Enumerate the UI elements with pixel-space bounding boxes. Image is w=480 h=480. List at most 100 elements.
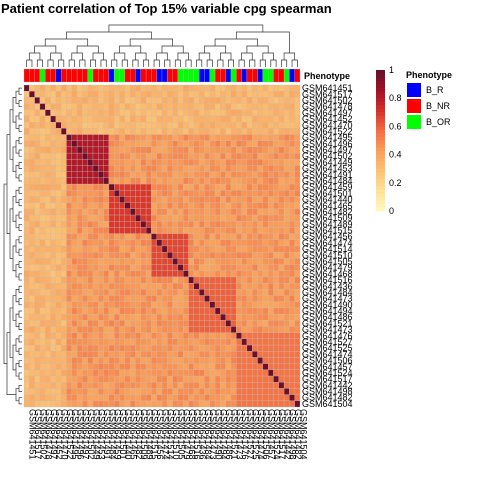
heatmap-cell (71, 289, 78, 296)
heatmap-cell (289, 97, 295, 104)
column-label: GSM641521 (229, 409, 239, 460)
heatmap-cell (252, 258, 258, 265)
heatmap-cell (45, 264, 51, 271)
heatmap-cell (61, 326, 67, 333)
heatmap-cell (156, 152, 163, 160)
heatmap-cell (151, 171, 157, 179)
heatmap-cell (257, 245, 264, 253)
heatmap-cell (39, 295, 46, 302)
heatmap-cell (29, 196, 35, 203)
heatmap-cell (55, 190, 62, 197)
heatmap-cell (230, 221, 237, 228)
heatmap-cell (289, 202, 295, 209)
heatmap-cell (124, 109, 131, 117)
heatmap-cell (151, 146, 157, 154)
heatmap-cell (108, 270, 115, 278)
heatmap-cell (225, 369, 232, 377)
heatmap-cell (103, 344, 110, 352)
heatmap-cell (283, 357, 290, 364)
column-label: GSM641436 (198, 409, 208, 460)
heatmap-cell (71, 208, 78, 216)
heatmap-cell (156, 146, 163, 154)
heatmap-cell (76, 282, 83, 290)
heatmap-cell (45, 202, 51, 209)
heatmap-cell (129, 344, 136, 352)
dendrogram-branch (68, 59, 75, 67)
heatmap-cell (114, 245, 120, 253)
heatmap-cell (119, 245, 126, 253)
column-label: GSM641497 (49, 409, 59, 460)
heatmap-cell (145, 400, 152, 408)
heatmap-cell (145, 91, 152, 98)
heatmap-cell (23, 134, 30, 141)
heatmap-cell (124, 363, 131, 370)
heatmap-cell (230, 152, 237, 160)
heatmap-cell (283, 84, 290, 92)
heatmap-cell (267, 159, 274, 166)
legend-label: B_NR (426, 101, 451, 111)
heatmap-cell (66, 84, 72, 92)
row-label: GSM641449 (302, 157, 353, 167)
heatmap-cell (156, 338, 163, 346)
heatmap-cell (156, 128, 163, 135)
heatmap-cell (114, 115, 120, 123)
heatmap-cell (23, 264, 30, 271)
heatmap-cell (71, 190, 78, 197)
heatmap-cell (262, 152, 269, 160)
heatmap-cell (66, 326, 72, 333)
colorbar-segment (376, 165, 385, 170)
heatmap-cell (82, 196, 88, 203)
heatmap-cell (45, 165, 51, 172)
heatmap-cell (103, 382, 110, 389)
heatmap-cell (172, 326, 179, 333)
heatmap-cell (71, 183, 78, 191)
heatmap-cell (230, 301, 237, 309)
dendrogram-branch (9, 307, 13, 358)
heatmap-cell (140, 177, 147, 185)
heatmap-cell (129, 165, 136, 172)
heatmap-cell (145, 109, 152, 117)
heatmap-cell (267, 295, 274, 302)
heatmap-cell (204, 313, 210, 321)
row-label: GSM641474 (302, 238, 353, 248)
heatmap-cell (129, 357, 136, 364)
heatmap-cell (140, 134, 147, 141)
colorbar-segment (376, 147, 385, 152)
heatmap-cell (55, 326, 62, 333)
heatmap-cell (241, 239, 248, 247)
heatmap-cell (135, 159, 141, 166)
heatmap-cell (145, 103, 152, 110)
heatmap-cell (230, 252, 237, 259)
heatmap-cell (87, 128, 94, 135)
heatmap-cell (119, 295, 126, 302)
heatmap-cell (188, 227, 194, 234)
heatmap-cell (220, 103, 226, 110)
heatmap-cell (267, 344, 274, 352)
heatmap-cell (252, 289, 258, 296)
heatmap-cell (257, 109, 264, 117)
heatmap-cell (177, 264, 184, 271)
heatmap-cell (66, 282, 72, 290)
heatmap-cell (151, 388, 157, 395)
heatmap-cell (246, 375, 253, 383)
heatmap-cell (103, 357, 110, 364)
heatmap-cell (151, 351, 157, 358)
heatmap-cell (188, 190, 194, 197)
heatmap-cell (283, 196, 290, 203)
colorbar-segment (376, 203, 385, 208)
heatmap-cell (124, 276, 131, 284)
heatmap-cell (273, 165, 279, 172)
heatmap-cell (151, 202, 157, 209)
heatmap-cell (193, 313, 200, 321)
heatmap-cell (103, 270, 110, 278)
heatmap-cell (45, 146, 51, 154)
heatmap-cell (167, 214, 173, 222)
heatmap-cell (273, 202, 279, 209)
heatmap-cell (66, 208, 72, 216)
heatmap-cell (50, 369, 57, 377)
heatmap-cell (289, 400, 295, 408)
heatmap-cell (45, 270, 51, 278)
heatmap-cell (151, 109, 157, 117)
heatmap-cell (289, 159, 295, 166)
heatmap-cell (188, 258, 194, 265)
